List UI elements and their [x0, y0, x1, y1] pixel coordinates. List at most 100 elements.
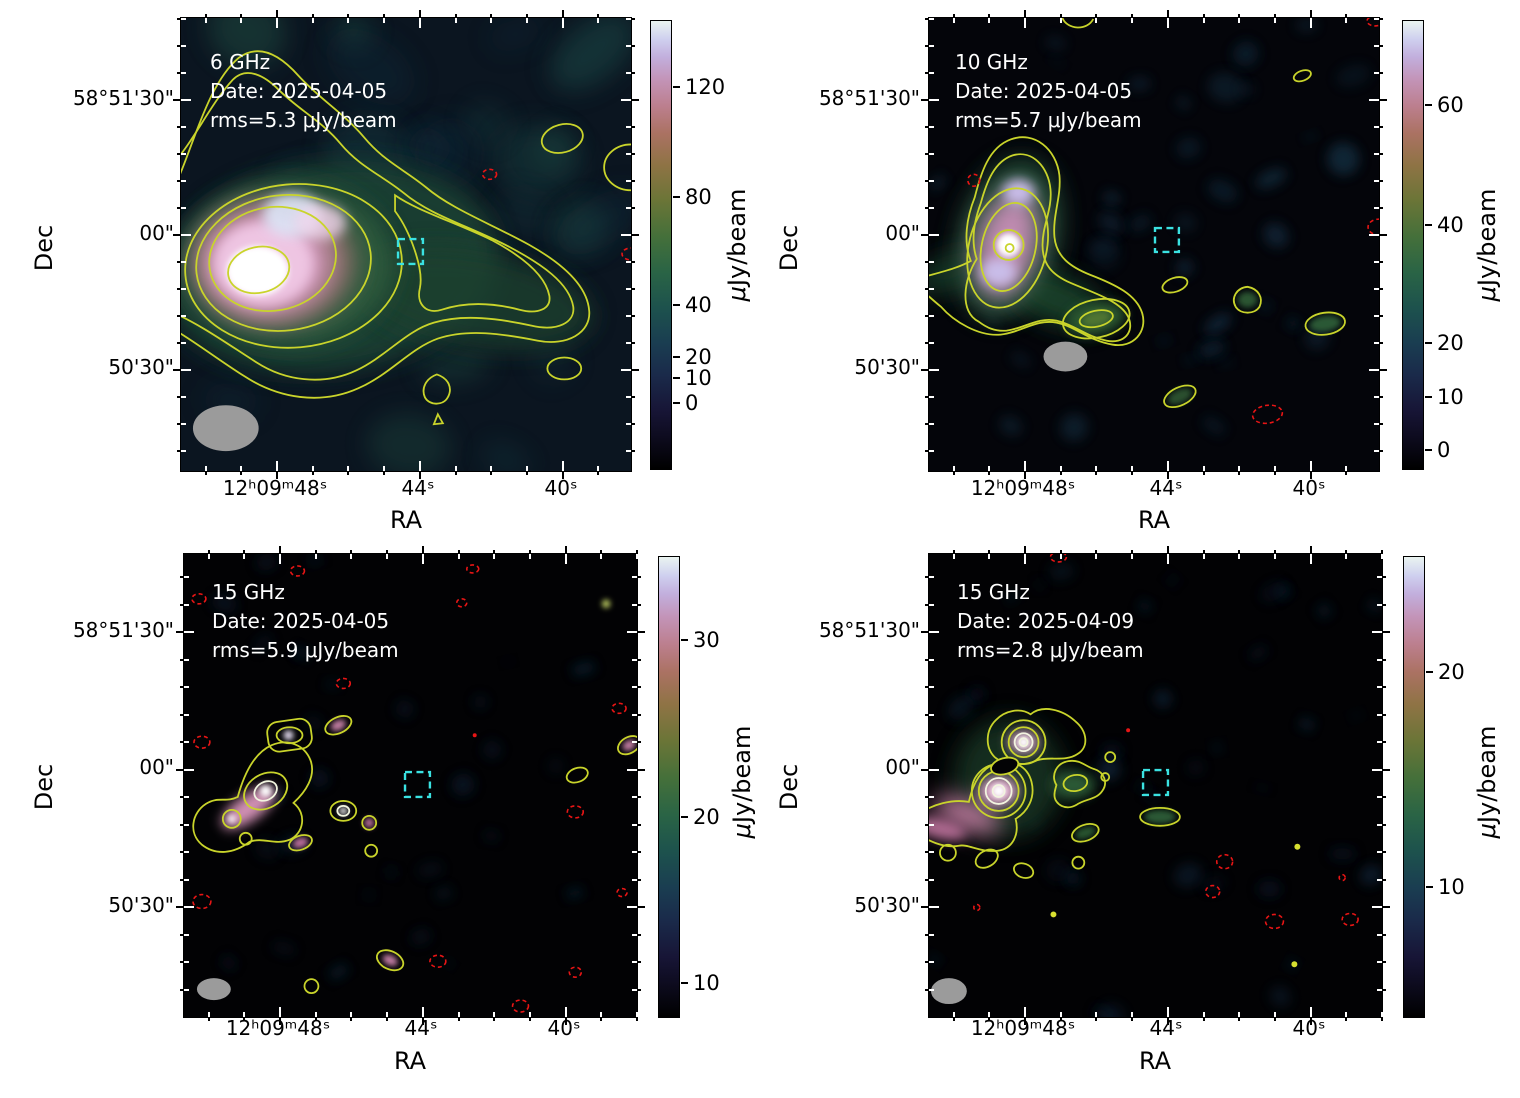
freq-label: 15 GHz [212, 580, 285, 604]
dec-axis-label: Dec [30, 224, 58, 272]
y-tick-label: 50'30" [854, 355, 920, 379]
y-tick-label: 00" [139, 755, 174, 779]
colorbar: 20 10 [1403, 556, 1465, 1018]
colorbar-tick-label: 20 [693, 805, 720, 829]
colorbar-tick-label: 80 [685, 185, 712, 209]
colorbar-tick [1425, 449, 1432, 451]
freq-label: 6 GHz [210, 50, 271, 74]
colorbar-tick [1426, 671, 1433, 673]
colorbar-unit-label: μJy/beam [1473, 726, 1501, 839]
y-tick-label: 00" [139, 221, 174, 245]
mu-symbol: μ [723, 286, 751, 302]
colorbar-tick-label: 10 [1438, 875, 1465, 899]
colorbar-unit-label: μJy/beam [723, 189, 751, 302]
annotation: 15 GHz Date: 2025-04-05 rms=5.9 μJy/beam [212, 578, 399, 665]
colorbar: 30 20 10 [658, 556, 720, 1018]
colorbar-tick-label: 20 [1437, 331, 1464, 355]
map-10ghz [929, 18, 1379, 471]
positive-contours [929, 18, 1346, 409]
colorbar-tick [673, 196, 680, 198]
ra-axis-label: RA [1137, 506, 1171, 534]
source-glow [929, 718, 1176, 840]
colorbar-tick-label: 120 [685, 75, 726, 99]
ra-axis-label: RA [389, 506, 423, 534]
colorbar-tick [673, 402, 680, 404]
colorbar-tick [1425, 396, 1432, 398]
positive-contours [929, 708, 1301, 968]
colorbar-tick-label: 60 [1437, 93, 1464, 117]
map-6ghz [181, 18, 631, 471]
colorbar-tick [1425, 224, 1432, 226]
beam-ellipse [192, 405, 259, 452]
x-tick-label: 44ˢ [401, 476, 435, 500]
date-label: Date: 2025-04-05 [210, 79, 388, 103]
y-tick-label: 00" [885, 221, 920, 245]
colorbar-tick-label: 10 [693, 971, 720, 995]
colorbar-tick-label: 40 [1437, 213, 1464, 237]
x-tick-label: 44ˢ [1149, 1016, 1183, 1040]
y-tick-label: 58°51'30" [818, 86, 920, 110]
mu-symbol: μ [1473, 823, 1501, 839]
rms-label: rms=2.8 μJy/beam [957, 638, 1144, 662]
colorbar-tick-label: 10 [685, 366, 712, 390]
target-box [396, 237, 425, 266]
rms-label: rms=5.3 μJy/beam [210, 108, 397, 132]
colorbar-tick [1425, 342, 1432, 344]
y-tick-label: 50'30" [108, 355, 174, 379]
x-tick-label: 44ˢ [1149, 476, 1183, 500]
x-tick-label: 40ˢ [1292, 1016, 1326, 1040]
colorbar-gradient [1402, 20, 1424, 470]
x-tick-label: 12ʰ09ᵐ48ˢ [970, 476, 1076, 500]
noise-blobs [929, 18, 1371, 441]
dec-axis-label: Dec [775, 763, 803, 811]
annotation: 6 GHz Date: 2025-04-05 rms=5.3 μJy/beam [210, 48, 397, 135]
rms-label: rms=5.7 μJy/beam [955, 108, 1142, 132]
colorbar-tick-label: 40 [685, 293, 712, 317]
y-tick-label: 00" [885, 755, 920, 779]
noise-blobs [930, 562, 1382, 1017]
y-tick-label: 58°51'30" [818, 618, 920, 642]
annotation: 15 GHz Date: 2025-04-09 rms=2.8 μJy/beam [957, 578, 1144, 665]
colorbar-tick-label: 10 [1437, 385, 1464, 409]
colorbar-tick-label: 0 [685, 391, 699, 415]
map-background [184, 554, 637, 1017]
beam-ellipse [930, 978, 967, 1005]
map-15ghz-apr09 [929, 554, 1382, 1017]
colorbar-tick [673, 356, 680, 358]
colorbar-tick [673, 377, 680, 379]
date-label: Date: 2025-04-05 [955, 79, 1133, 103]
date-label: Date: 2025-04-09 [957, 609, 1135, 633]
colorbar-tick [681, 639, 688, 641]
negative-contours [973, 554, 1359, 930]
x-tick-label: 44ˢ [404, 1016, 438, 1040]
target-box [1153, 226, 1181, 254]
y-tick-label: 58°51'30" [72, 618, 174, 642]
dec-axis-label: Dec [775, 224, 803, 272]
x-tick-label: 40ˢ [1292, 476, 1326, 500]
ra-axis-label: RA [1138, 1047, 1172, 1075]
panel-15ghz-apr05 [183, 553, 638, 1018]
colorbar: 120 80 40 20 10 0 [650, 20, 725, 470]
x-tick-label: 12ʰ09ᵐ48ˢ [225, 1016, 331, 1040]
annotation: 10 GHz Date: 2025-04-05 rms=5.7 μJy/beam [955, 48, 1142, 135]
panel-10ghz [928, 17, 1380, 472]
colorbar-gradient [1403, 556, 1425, 1018]
colorbar-gradient [658, 556, 680, 1018]
noise-blobs [211, 554, 596, 980]
x-tick-label: 12ʰ09ᵐ48ˢ [222, 476, 328, 500]
unit-text: Jy/beam [728, 725, 756, 824]
colorbar-tick-label: 30 [693, 628, 720, 652]
unit-text: Jy/beam [723, 188, 751, 287]
y-tick-label: 50'30" [854, 893, 920, 917]
beam-ellipse [196, 978, 231, 1001]
map-15ghz-apr05 [184, 554, 637, 1017]
x-tick-label: 40ˢ [547, 1016, 581, 1040]
positive-contours [192, 715, 637, 994]
ra-axis-label: RA [393, 1047, 427, 1075]
mu-symbol: μ [728, 823, 756, 839]
colorbar: 60 40 20 10 0 [1402, 20, 1464, 470]
colorbar-unit-label: μJy/beam [1473, 189, 1501, 302]
freq-label: 10 GHz [955, 50, 1028, 74]
x-tick-label: 12ʰ09ᵐ48ˢ [970, 1016, 1076, 1040]
